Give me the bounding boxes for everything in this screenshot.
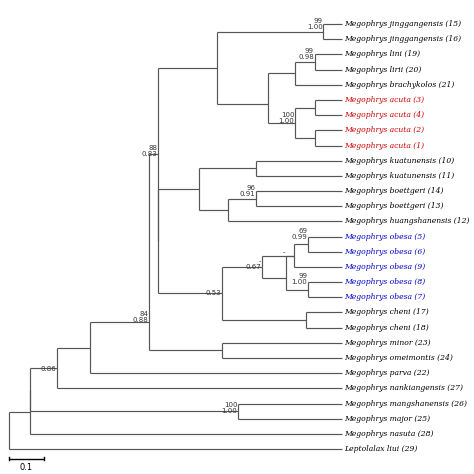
- Text: Megophrys cheni (17): Megophrys cheni (17): [344, 309, 429, 317]
- Text: -: -: [259, 258, 262, 264]
- Text: Megophrys acuta (3): Megophrys acuta (3): [344, 96, 424, 104]
- Text: 100: 100: [224, 402, 237, 408]
- Text: 0.83: 0.83: [142, 151, 157, 157]
- Text: 0.91: 0.91: [239, 191, 255, 197]
- Text: 0.98: 0.98: [298, 55, 314, 61]
- Text: 96: 96: [246, 185, 255, 191]
- Text: 0.86: 0.86: [40, 365, 56, 372]
- Text: Megophrys obesa (5): Megophrys obesa (5): [344, 233, 425, 241]
- Text: Megophrys obesa (9): Megophrys obesa (9): [344, 263, 425, 271]
- Text: Megophrys huangshanensis (12): Megophrys huangshanensis (12): [344, 218, 470, 226]
- Text: 99: 99: [305, 48, 314, 55]
- Text: Megophrys obesa (8): Megophrys obesa (8): [344, 278, 425, 286]
- Text: Megophrys nankiangensis (27): Megophrys nankiangensis (27): [344, 384, 463, 392]
- Text: 99: 99: [314, 18, 323, 24]
- Text: 1.00: 1.00: [221, 408, 237, 414]
- Text: Megophrys lirii (20): Megophrys lirii (20): [344, 66, 421, 73]
- Text: Megophrys boettgeri (14): Megophrys boettgeri (14): [344, 187, 444, 195]
- Text: Megophrys cheni (18): Megophrys cheni (18): [344, 324, 429, 332]
- Text: 0.53: 0.53: [206, 290, 221, 296]
- Text: Megophrys kuatunensis (11): Megophrys kuatunensis (11): [344, 172, 455, 180]
- Text: 84: 84: [139, 311, 148, 318]
- Text: Megophrys obesa (7): Megophrys obesa (7): [344, 293, 425, 301]
- Text: Megophrys boettgeri (13): Megophrys boettgeri (13): [344, 202, 444, 210]
- Text: 1.00: 1.00: [279, 118, 294, 124]
- Text: 0.1: 0.1: [20, 464, 33, 473]
- Text: Leptolalax liui (29): Leptolalax liui (29): [344, 445, 418, 453]
- Text: 69: 69: [299, 228, 308, 234]
- Text: Megophrys acuta (1): Megophrys acuta (1): [344, 142, 424, 149]
- Text: 0.99: 0.99: [292, 234, 308, 239]
- Text: Megophrys obesa (6): Megophrys obesa (6): [344, 248, 425, 256]
- Text: Megophrys omeimontis (24): Megophrys omeimontis (24): [344, 354, 453, 362]
- Text: Megophrys lini (19): Megophrys lini (19): [344, 51, 420, 58]
- Text: Megophrys major (25): Megophrys major (25): [344, 415, 430, 423]
- Text: 99: 99: [299, 273, 308, 279]
- Text: -: -: [283, 249, 285, 255]
- Text: 88: 88: [148, 146, 157, 151]
- Text: 100: 100: [281, 112, 294, 118]
- Text: 0.67: 0.67: [246, 264, 262, 270]
- Text: Megophrys jinggangensis (16): Megophrys jinggangensis (16): [344, 36, 461, 43]
- Text: Megophrys nasuta (28): Megophrys nasuta (28): [344, 430, 434, 438]
- Text: Megophrys kuatunensis (10): Megophrys kuatunensis (10): [344, 157, 455, 165]
- Text: Megophrys acuta (2): Megophrys acuta (2): [344, 127, 424, 134]
- Text: Megophrys acuta (4): Megophrys acuta (4): [344, 111, 424, 119]
- Text: 0.88: 0.88: [133, 318, 148, 323]
- Text: Megophrys parva (22): Megophrys parva (22): [344, 369, 429, 377]
- Text: Megophrys jinggangensis (15): Megophrys jinggangensis (15): [344, 20, 461, 28]
- Text: Megophrys minor (23): Megophrys minor (23): [344, 339, 431, 347]
- Text: 1.00: 1.00: [292, 279, 308, 285]
- Text: Megophrys brachykolos (21): Megophrys brachykolos (21): [344, 81, 455, 89]
- Text: 1.00: 1.00: [307, 24, 323, 30]
- Text: Megophrys mangshanensis (26): Megophrys mangshanensis (26): [344, 400, 467, 408]
